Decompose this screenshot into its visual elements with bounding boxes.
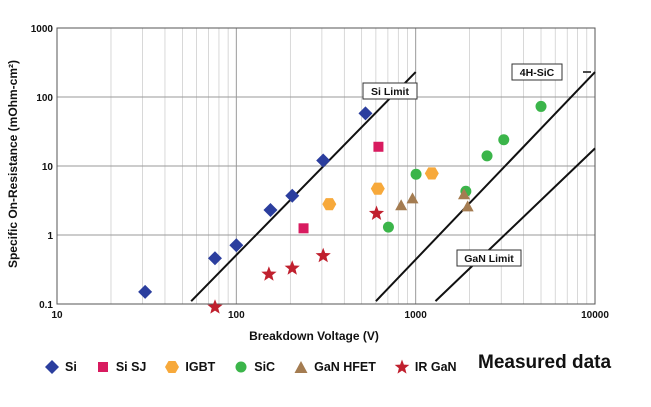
legend-item-gan-hfet: GaN HFET (293, 359, 376, 375)
y-tick-labels: 0.1 1 10 100 1000 (31, 24, 54, 311)
hexagon-icon (165, 361, 180, 373)
data-point (382, 221, 394, 233)
y-tick-label: 10 (42, 162, 54, 173)
data-point (229, 238, 244, 253)
data-point (535, 100, 547, 112)
y-tick-label: 1 (47, 231, 53, 242)
data-point (370, 182, 385, 195)
data-point (298, 223, 309, 234)
triangle-icon (294, 361, 308, 373)
data-point (368, 205, 385, 220)
data-point (207, 299, 223, 314)
data-point (261, 266, 277, 281)
y-tick-label: 100 (36, 93, 53, 104)
data-point (285, 188, 300, 203)
data-point (481, 150, 493, 162)
x-tick-labels: 10 100 1000 10000 (51, 310, 609, 321)
limit-label-box (511, 63, 563, 81)
limit-line (375, 71, 596, 302)
data-point (424, 167, 439, 180)
legend: Si Si SJ IGBT SiC GaN HFET IR GaN (44, 356, 475, 378)
legend-item-ir-gan: IR GaN (394, 359, 457, 375)
x-tick-label: 100 (228, 310, 245, 321)
x-tick-label: 10000 (581, 310, 609, 321)
y-tick-label: 1000 (31, 24, 54, 35)
limit-label-box (362, 82, 418, 100)
x-tick-label: 1000 (405, 310, 428, 321)
data-point (395, 199, 408, 211)
y-axis-title: Specific On-Resistance (mOhm-cm²) (6, 60, 20, 268)
limit-label: Si Limit (371, 86, 409, 98)
legend-label: Si SJ (115, 360, 147, 374)
legend-label: Si (65, 360, 77, 374)
data-point (457, 188, 470, 200)
limit-labels: Si Limit 4H-SiC GaN Limit (362, 63, 563, 267)
square-icon (97, 362, 108, 372)
star-icon (394, 359, 410, 374)
limit-label-box (456, 249, 522, 267)
measured-data-caption: Measured data (478, 352, 612, 373)
data-points (138, 100, 547, 314)
legend-item-si: Si (44, 359, 77, 375)
x-tick-label: 10 (51, 310, 63, 321)
plot-frame (56, 27, 596, 305)
legend-item-igbt: IGBT (164, 359, 215, 375)
data-point (138, 284, 153, 299)
data-point (322, 198, 337, 211)
legend-label: GaN HFET (314, 360, 376, 374)
data-point (207, 251, 222, 266)
limit-label: GaN Limit (464, 253, 514, 265)
diamond-icon (45, 360, 59, 374)
limit-line (434, 147, 596, 302)
x-axis-title: Breakdown Voltage (V) (249, 329, 379, 343)
data-point (373, 141, 384, 152)
data-point (284, 260, 300, 275)
legend-label: IGBT (185, 360, 216, 374)
legend-item-si-sj: Si SJ (95, 359, 147, 375)
limit-lines (190, 71, 596, 302)
limit-label: 4H-SiC (520, 67, 555, 79)
data-point (498, 134, 510, 146)
data-point (406, 192, 419, 204)
data-point (315, 247, 331, 263)
data-point (410, 168, 422, 180)
limit-line (190, 71, 417, 302)
legend-label: SiC (254, 360, 276, 374)
circle-icon (235, 361, 247, 373)
legend-label: IR GaN (414, 360, 457, 374)
data-point (461, 200, 474, 212)
legend-item-sic: SiC (233, 359, 275, 375)
data-point (358, 106, 373, 121)
y-tick-label: 0.1 (39, 300, 53, 311)
data-point (263, 203, 278, 218)
data-point (316, 153, 331, 168)
chart: Si Limit 4H-SiC GaN Limit 10 100 1000 10000 0… (6, 24, 609, 343)
